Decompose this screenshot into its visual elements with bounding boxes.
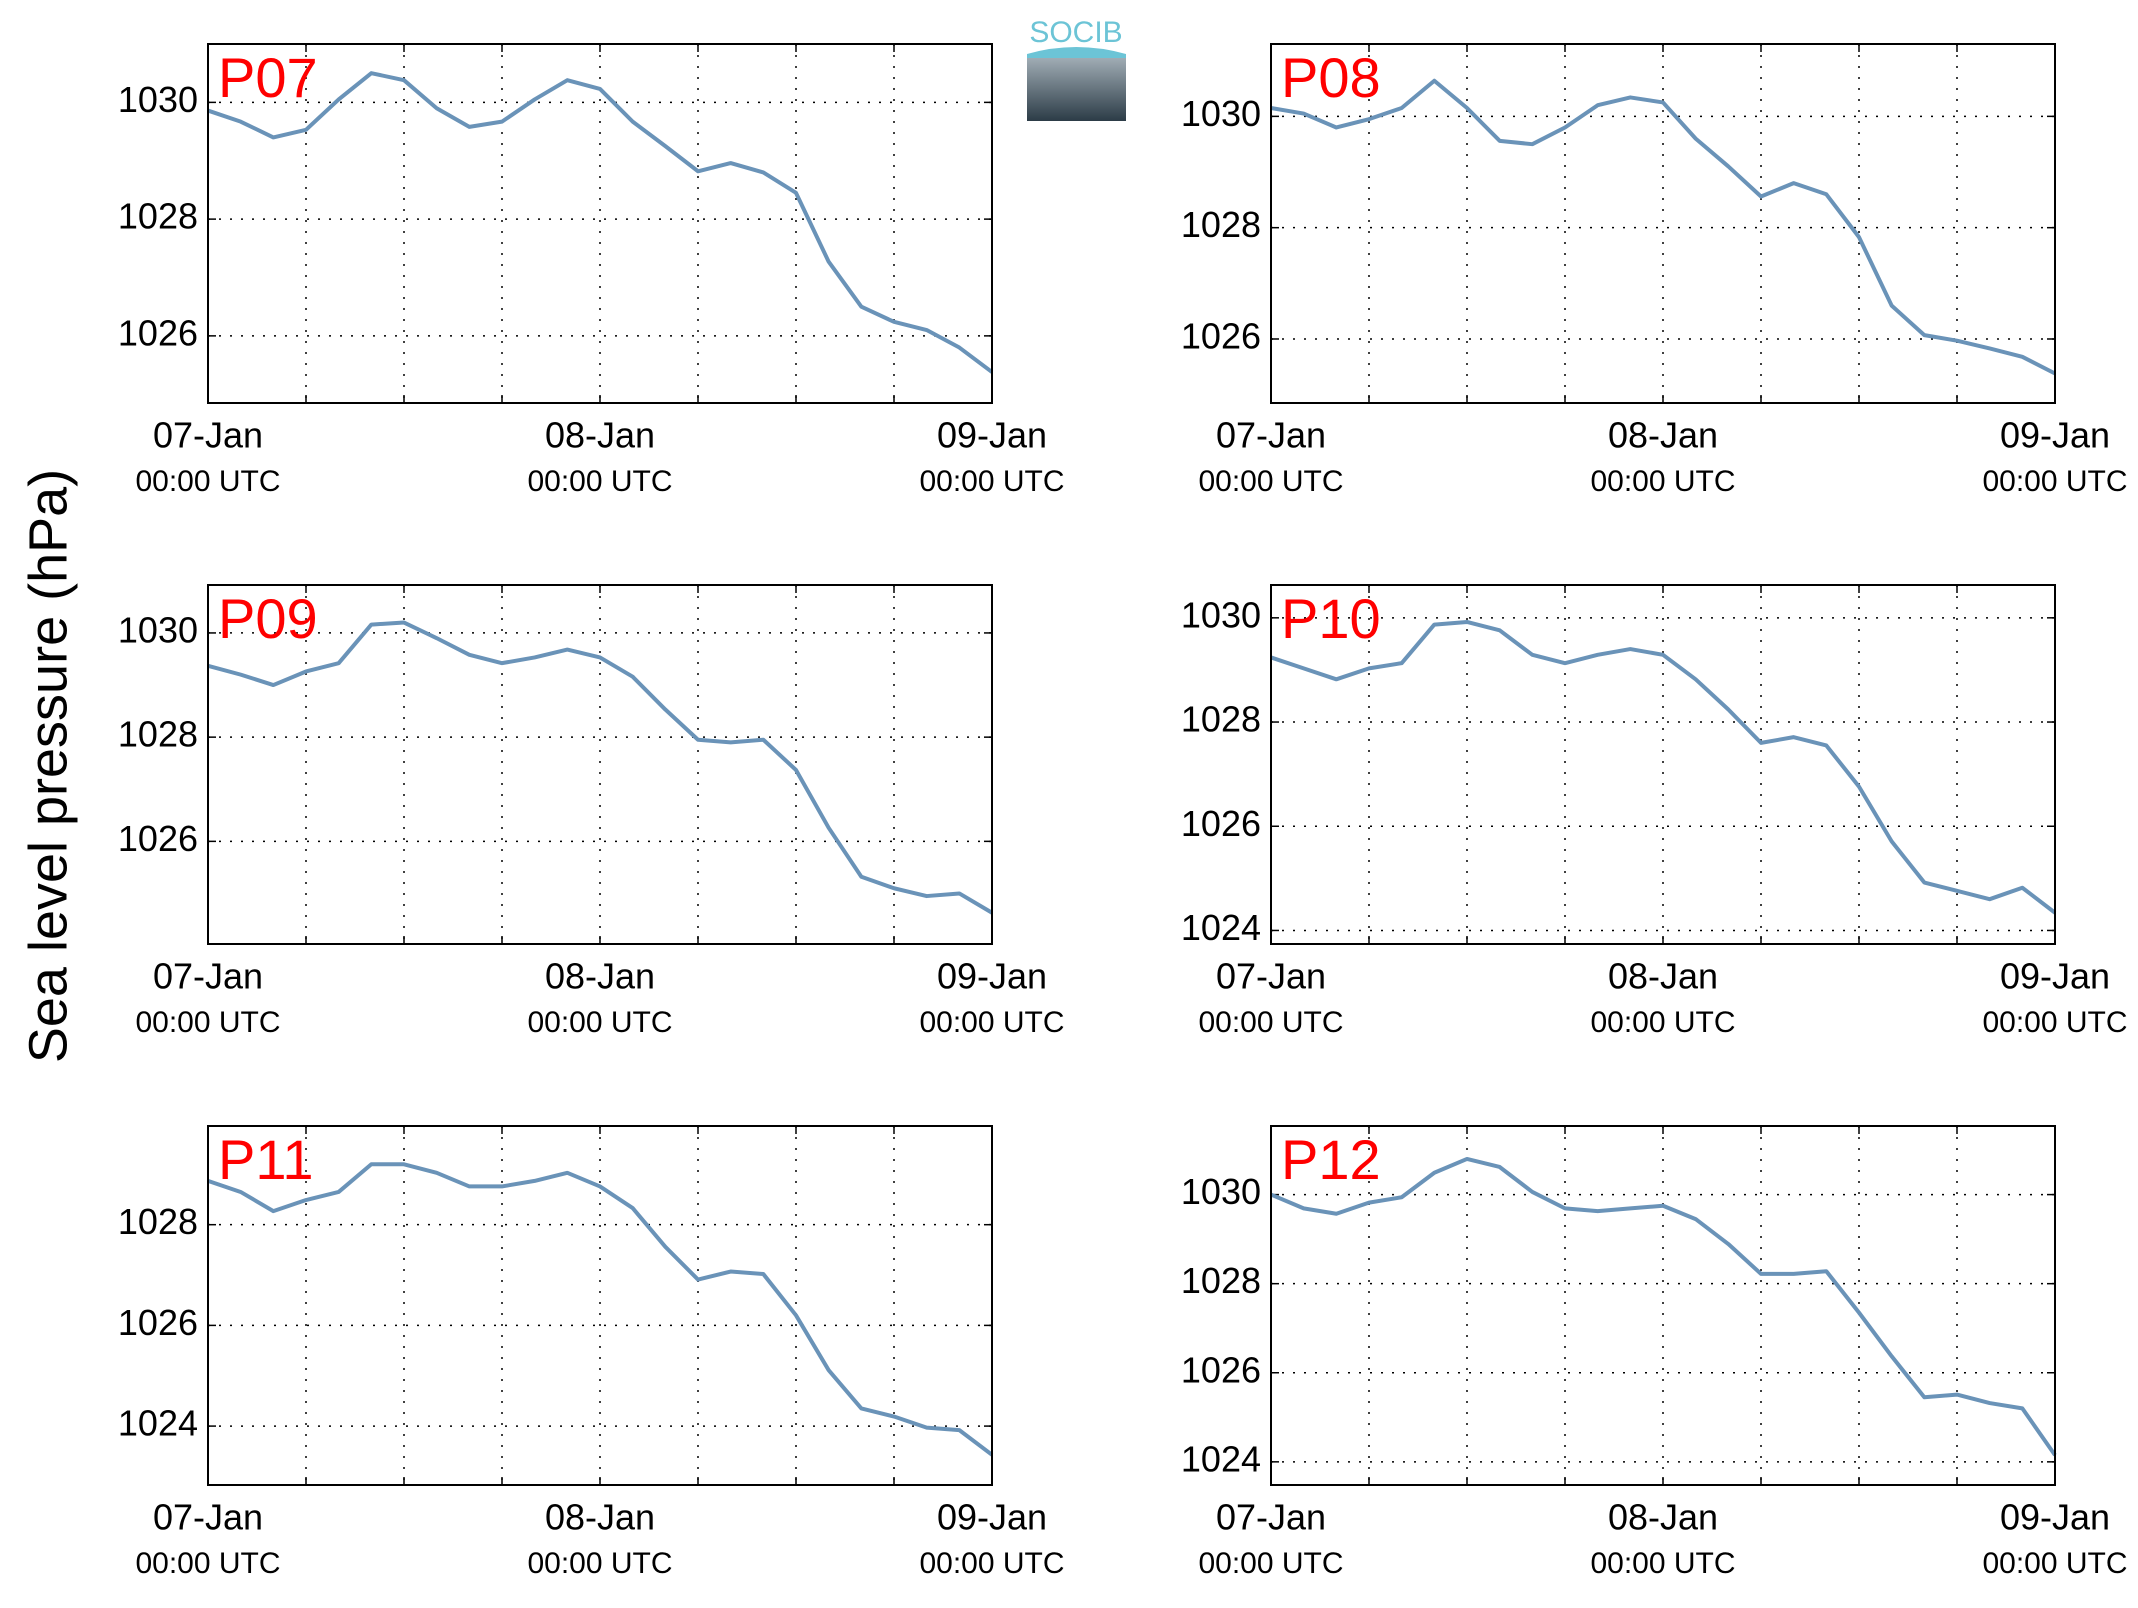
- x-tick-sublabel: 00:00 UTC: [1982, 465, 2127, 498]
- data-line: [207, 620, 994, 915]
- y-tick-label: 1026: [1181, 803, 1261, 844]
- y-tick-label: 1030: [118, 609, 198, 650]
- x-tick-label: 07-Jan: [153, 415, 263, 456]
- y-tick-label: 1030: [118, 79, 198, 120]
- x-tick-sublabel: 00:00 UTC: [527, 1006, 672, 1039]
- y-tick-label: 1028: [1181, 699, 1261, 740]
- x-tick-label: 08-Jan: [1608, 1497, 1718, 1538]
- y-tick-label: 1024: [1181, 907, 1261, 948]
- y-tick-label: 1024: [1181, 1438, 1261, 1479]
- x-tick-label: 08-Jan: [545, 1497, 655, 1538]
- x-tick-label: 07-Jan: [153, 956, 263, 997]
- plot-frame: [1270, 1125, 2056, 1486]
- logo-wave: [1027, 47, 1126, 58]
- y-axis-label: Sea level pressure (hPa): [18, 469, 78, 1063]
- x-tick-sublabel: 00:00 UTC: [1982, 1006, 2127, 1039]
- y-tick-label: 1024: [118, 1403, 198, 1444]
- x-tick-sublabel: 00:00 UTC: [1982, 1547, 2127, 1580]
- plot-frame: [207, 43, 993, 404]
- x-tick-label: 09-Jan: [937, 415, 1047, 456]
- x-tick-label: 07-Jan: [153, 1497, 263, 1538]
- panel-label: P09: [218, 587, 318, 650]
- y-tick-label: 1026: [118, 312, 198, 353]
- x-tick-label: 09-Jan: [2000, 1497, 2110, 1538]
- x-tick-sublabel: 00:00 UTC: [1590, 1547, 1735, 1580]
- data-line: [1270, 78, 2056, 376]
- plot-frame: [207, 584, 993, 945]
- plot-frame: [1270, 43, 2056, 404]
- y-tick-label: 1028: [118, 196, 198, 237]
- y-tick-label: 1028: [118, 1201, 198, 1242]
- x-tick-sublabel: 00:00 UTC: [919, 1547, 1064, 1580]
- data-line: [207, 71, 994, 374]
- x-tick-sublabel: 00:00 UTC: [919, 1006, 1064, 1039]
- x-tick-label: 08-Jan: [1608, 956, 1718, 997]
- plot-frame: [207, 1125, 993, 1486]
- x-tick-sublabel: 00:00 UTC: [1198, 1547, 1343, 1580]
- data-line: [1270, 1156, 2057, 1457]
- y-tick-label: 1030: [1181, 93, 1261, 134]
- panel-label: P11: [218, 1128, 313, 1191]
- x-tick-label: 08-Jan: [545, 956, 655, 997]
- panel-label: P08: [1281, 46, 1381, 109]
- y-tick-label: 1030: [1181, 1171, 1261, 1212]
- logo-text: SOCIB: [1029, 16, 1122, 49]
- x-tick-label: 07-Jan: [1216, 415, 1326, 456]
- plot-frame: [1270, 584, 2056, 945]
- x-tick-sublabel: 00:00 UTC: [527, 465, 672, 498]
- y-tick-label: 1026: [118, 818, 198, 859]
- x-tick-sublabel: 00:00 UTC: [919, 465, 1064, 498]
- x-tick-label: 09-Jan: [2000, 415, 2110, 456]
- x-tick-sublabel: 00:00 UTC: [1590, 1006, 1735, 1039]
- x-tick-label: 09-Jan: [937, 956, 1047, 997]
- logo-box: [1027, 54, 1126, 121]
- data-line: [207, 1162, 994, 1457]
- x-tick-label: 07-Jan: [1216, 956, 1326, 997]
- x-tick-label: 09-Jan: [937, 1497, 1047, 1538]
- x-tick-sublabel: 00:00 UTC: [1198, 1006, 1343, 1039]
- x-tick-label: 07-Jan: [1216, 1497, 1326, 1538]
- y-tick-label: 1026: [118, 1302, 198, 1343]
- x-tick-label: 08-Jan: [545, 415, 655, 456]
- x-tick-sublabel: 00:00 UTC: [1590, 465, 1735, 498]
- y-tick-label: 1028: [1181, 1260, 1261, 1301]
- x-tick-sublabel: 00:00 UTC: [527, 1547, 672, 1580]
- y-tick-label: 1026: [1181, 316, 1261, 357]
- y-tick-label: 1026: [1181, 1349, 1261, 1390]
- x-tick-label: 09-Jan: [2000, 956, 2110, 997]
- x-tick-sublabel: 00:00 UTC: [1198, 465, 1343, 498]
- y-tick-label: 1028: [118, 714, 198, 755]
- y-tick-label: 1028: [1181, 204, 1261, 245]
- y-tick-label: 1030: [1181, 594, 1261, 635]
- x-tick-sublabel: 00:00 UTC: [135, 465, 280, 498]
- panel-label: P10: [1281, 587, 1381, 650]
- panel-label: P07: [218, 46, 318, 109]
- x-tick-label: 08-Jan: [1608, 415, 1718, 456]
- panel-label: P12: [1281, 1128, 1381, 1191]
- data-line: [1270, 619, 2057, 915]
- x-tick-sublabel: 00:00 UTC: [135, 1547, 280, 1580]
- x-tick-sublabel: 00:00 UTC: [135, 1006, 280, 1039]
